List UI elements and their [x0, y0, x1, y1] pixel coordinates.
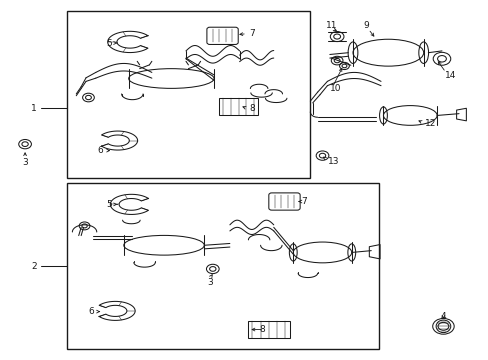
- Text: 14: 14: [445, 71, 456, 80]
- Bar: [247, 321, 289, 338]
- Text: 8: 8: [249, 104, 255, 113]
- Bar: [219, 98, 258, 115]
- Text: 7: 7: [249, 29, 255, 38]
- Text: 7: 7: [301, 197, 306, 206]
- Bar: [66, 12, 310, 178]
- Bar: [66, 183, 378, 348]
- Text: 13: 13: [328, 157, 339, 166]
- Text: 2: 2: [31, 262, 37, 271]
- Text: 4: 4: [440, 312, 446, 321]
- Text: 5: 5: [106, 39, 112, 48]
- Text: 6: 6: [88, 307, 94, 316]
- Text: 6: 6: [97, 146, 103, 155]
- Text: 3: 3: [207, 278, 213, 287]
- Text: 11: 11: [325, 21, 336, 30]
- Text: 12: 12: [424, 119, 435, 128]
- Text: 1: 1: [31, 104, 37, 113]
- Text: 8: 8: [259, 325, 264, 334]
- Text: 5: 5: [106, 200, 112, 209]
- Text: 9: 9: [363, 21, 368, 30]
- Text: 3: 3: [22, 158, 28, 167]
- Text: 10: 10: [329, 84, 341, 93]
